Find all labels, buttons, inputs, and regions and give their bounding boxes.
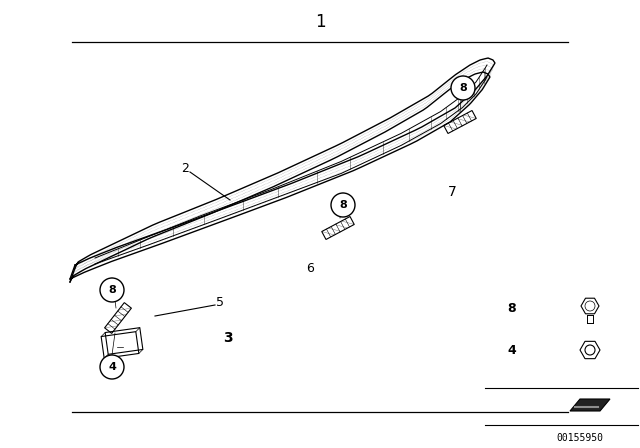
Circle shape bbox=[331, 193, 355, 217]
Text: 6: 6 bbox=[306, 262, 314, 275]
Circle shape bbox=[100, 278, 124, 302]
Circle shape bbox=[100, 355, 124, 379]
Text: 4: 4 bbox=[108, 362, 116, 372]
Circle shape bbox=[451, 76, 475, 100]
Text: 2: 2 bbox=[181, 161, 189, 175]
Text: 8: 8 bbox=[508, 302, 516, 314]
Text: 5: 5 bbox=[216, 297, 224, 310]
Text: 00155950: 00155950 bbox=[557, 433, 604, 443]
Text: 1: 1 bbox=[315, 13, 325, 31]
Text: 4: 4 bbox=[508, 344, 516, 357]
Text: 8: 8 bbox=[339, 200, 347, 210]
Text: 8: 8 bbox=[108, 285, 116, 295]
Text: 3: 3 bbox=[223, 331, 233, 345]
Text: 8: 8 bbox=[459, 83, 467, 93]
Text: 7: 7 bbox=[447, 185, 456, 199]
Polygon shape bbox=[570, 399, 610, 411]
